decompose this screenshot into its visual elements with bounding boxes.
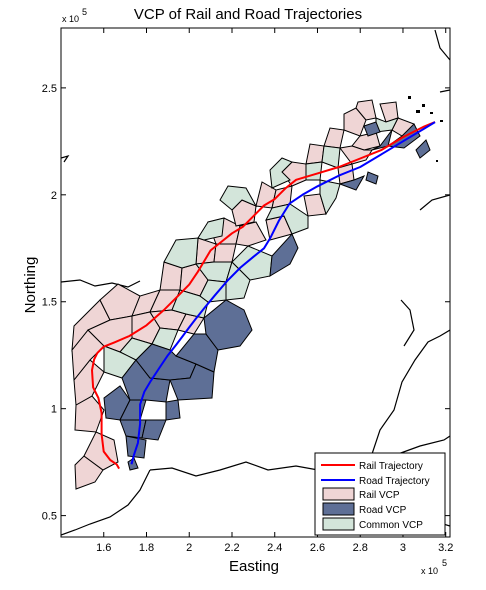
road-vcp-cell: [415, 139, 431, 159]
x-tick-label: 2.2: [224, 542, 239, 554]
rail-trajectory-line: [91, 121, 436, 470]
common-vcp-cell: [197, 217, 225, 241]
legend-swatch-rail-vcp: [322, 487, 355, 501]
legend-label: Road Trajectory: [359, 476, 430, 487]
rail-vcp-cell: [355, 99, 377, 121]
y-axis-title: Northing: [22, 257, 39, 314]
y-exponent: x 10 5: [62, 7, 87, 24]
rail-vcp-cell: [213, 243, 237, 263]
legend-swatch-common-vcp: [322, 517, 355, 531]
y-tick-label: 2: [51, 190, 57, 202]
road-vcp-cell: [165, 399, 181, 421]
y-tick-label: 0.5: [42, 511, 57, 523]
legend-item-common-vcp: Common VCP: [322, 517, 423, 531]
map-layer: [61, 29, 450, 536]
x-tick-label: 2: [186, 542, 192, 554]
legend-label: Rail VCP: [359, 490, 400, 501]
common-vcp-cell: [199, 279, 227, 303]
common-vcp-cell: [269, 157, 293, 189]
legend-item-road-vcp: Road VCP: [322, 502, 407, 516]
y-tick-label: 2.5: [42, 83, 57, 95]
legend-item-rail-vcp: Rail VCP: [322, 487, 400, 501]
legend-label: Rail Trajectory: [359, 461, 423, 472]
road-vcp-cell: [371, 129, 393, 151]
x-exponent: x 10 5: [421, 558, 447, 576]
road-trajectory-line: [130, 121, 436, 465]
chart-title: VCP of Rail and Road Trajectories: [134, 6, 362, 23]
y-tick-label: 1.5: [42, 297, 57, 309]
common-vcp-cell: [319, 179, 341, 216]
islands: [408, 96, 443, 162]
common-vcp-cell: [163, 237, 199, 269]
x-exponent-sup: 5: [442, 558, 447, 568]
y-exponent-label: x 10: [62, 14, 79, 24]
x-exponent-label: x 10: [421, 566, 438, 576]
road-vcp-cell: [338, 175, 366, 191]
x-tick-label: 2.8: [353, 542, 368, 554]
legend-swatch-road-vcp: [322, 502, 355, 516]
road-vcp-cell: [269, 233, 299, 277]
x-tick-label: 3.2: [438, 542, 453, 554]
legend-item-rail-trajectory: Rail Trajectory: [321, 461, 423, 472]
legend-label: Common VCP: [359, 520, 423, 531]
x-axis-title: Easting: [229, 558, 279, 575]
x-tick-label: 2.4: [267, 542, 282, 554]
road-vcp-cell: [363, 121, 381, 137]
y-tick-label: 1: [51, 404, 57, 416]
common-vcp-cell: [375, 117, 399, 133]
road-vcp-cell: [365, 171, 379, 185]
trajectory-layer: [91, 121, 436, 470]
rail-vcp-cell: [235, 221, 267, 247]
road-vcp-cell: [103, 385, 131, 421]
legend-label: Road VCP: [359, 505, 407, 516]
x-tick-label: 1.8: [139, 542, 154, 554]
legend: Rail Trajectory Road Trajectory Rail VCP…: [314, 452, 446, 536]
x-tick-label: 1.6: [96, 542, 111, 554]
y-axis: 0.5 1 1.5 2 2.5: [42, 83, 450, 523]
x-axis: 1.6 1.8 2 2.2 2.4 2.6 2.8 3 3.2: [96, 28, 453, 554]
road-vcp-cell: [203, 299, 253, 351]
rail-vcp-cell: [74, 395, 105, 433]
axes-box: [60, 27, 451, 538]
common-vcp-cell: [305, 161, 323, 181]
x-tick-label: 3: [400, 542, 406, 554]
x-tick-label: 2.6: [310, 542, 325, 554]
common-vcp-cell: [321, 145, 341, 169]
legend-item-road-trajectory: Road Trajectory: [321, 476, 430, 487]
common-vcp-cell: [219, 185, 258, 211]
y-exponent-sup: 5: [82, 7, 87, 17]
